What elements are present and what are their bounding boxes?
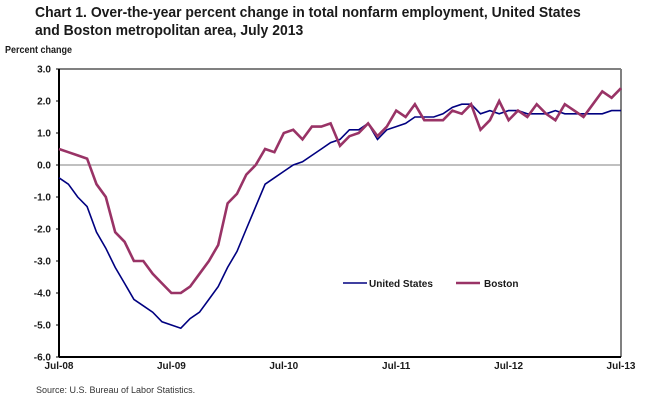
x-tick-label: Jul-13 xyxy=(607,361,636,372)
x-tick-label: Jul-10 xyxy=(269,361,298,372)
legend: United States Boston xyxy=(343,279,518,290)
y-tick-label: 3.0 xyxy=(37,65,51,76)
x-tick-label: Jul-08 xyxy=(45,361,74,372)
x-tick-label: Jul-09 xyxy=(157,361,186,372)
y-tick-label: -3.0 xyxy=(34,257,52,268)
series-line-united-states xyxy=(58,103,621,330)
y-tick-label: 1.0 xyxy=(37,129,51,140)
gridlines xyxy=(59,68,622,357)
y-tick-label: 0.0 xyxy=(37,161,51,172)
axes xyxy=(58,69,621,358)
source-note: Source: U.S. Bureau of Labor Statistics. xyxy=(36,385,196,395)
y-tick-label: 2.0 xyxy=(37,97,51,108)
chart-title: Chart 1. Over-the-year percent change in… xyxy=(35,4,581,39)
y-tick-label: -2.0 xyxy=(34,225,52,236)
legend-label-boston: Boston xyxy=(484,279,518,290)
y-tick-label: -4.0 xyxy=(34,289,52,300)
series-line-boston xyxy=(58,87,622,295)
y-tick-label: -5.0 xyxy=(34,321,52,332)
legend-label-united-states: United States xyxy=(369,279,433,290)
y-tick-label: -1.0 xyxy=(34,193,52,204)
x-tick-label: Jul-12 xyxy=(494,361,523,372)
y-tick-labels: 3.0 2.0 1.0 0.0 -1.0 -2.0 -3.0 -4.0 -5.0 -6.0 xyxy=(34,65,59,364)
x-tick-label: Jul-11 xyxy=(382,361,411,372)
x-tick-labels: Jul-08 Jul-09 Jul-10 Jul-11 Jul-12 Jul-13 xyxy=(45,361,636,372)
series-lines xyxy=(58,87,622,330)
y-axis-label: Percent change xyxy=(5,45,73,56)
y-tick-label: -6.0 xyxy=(34,353,52,364)
